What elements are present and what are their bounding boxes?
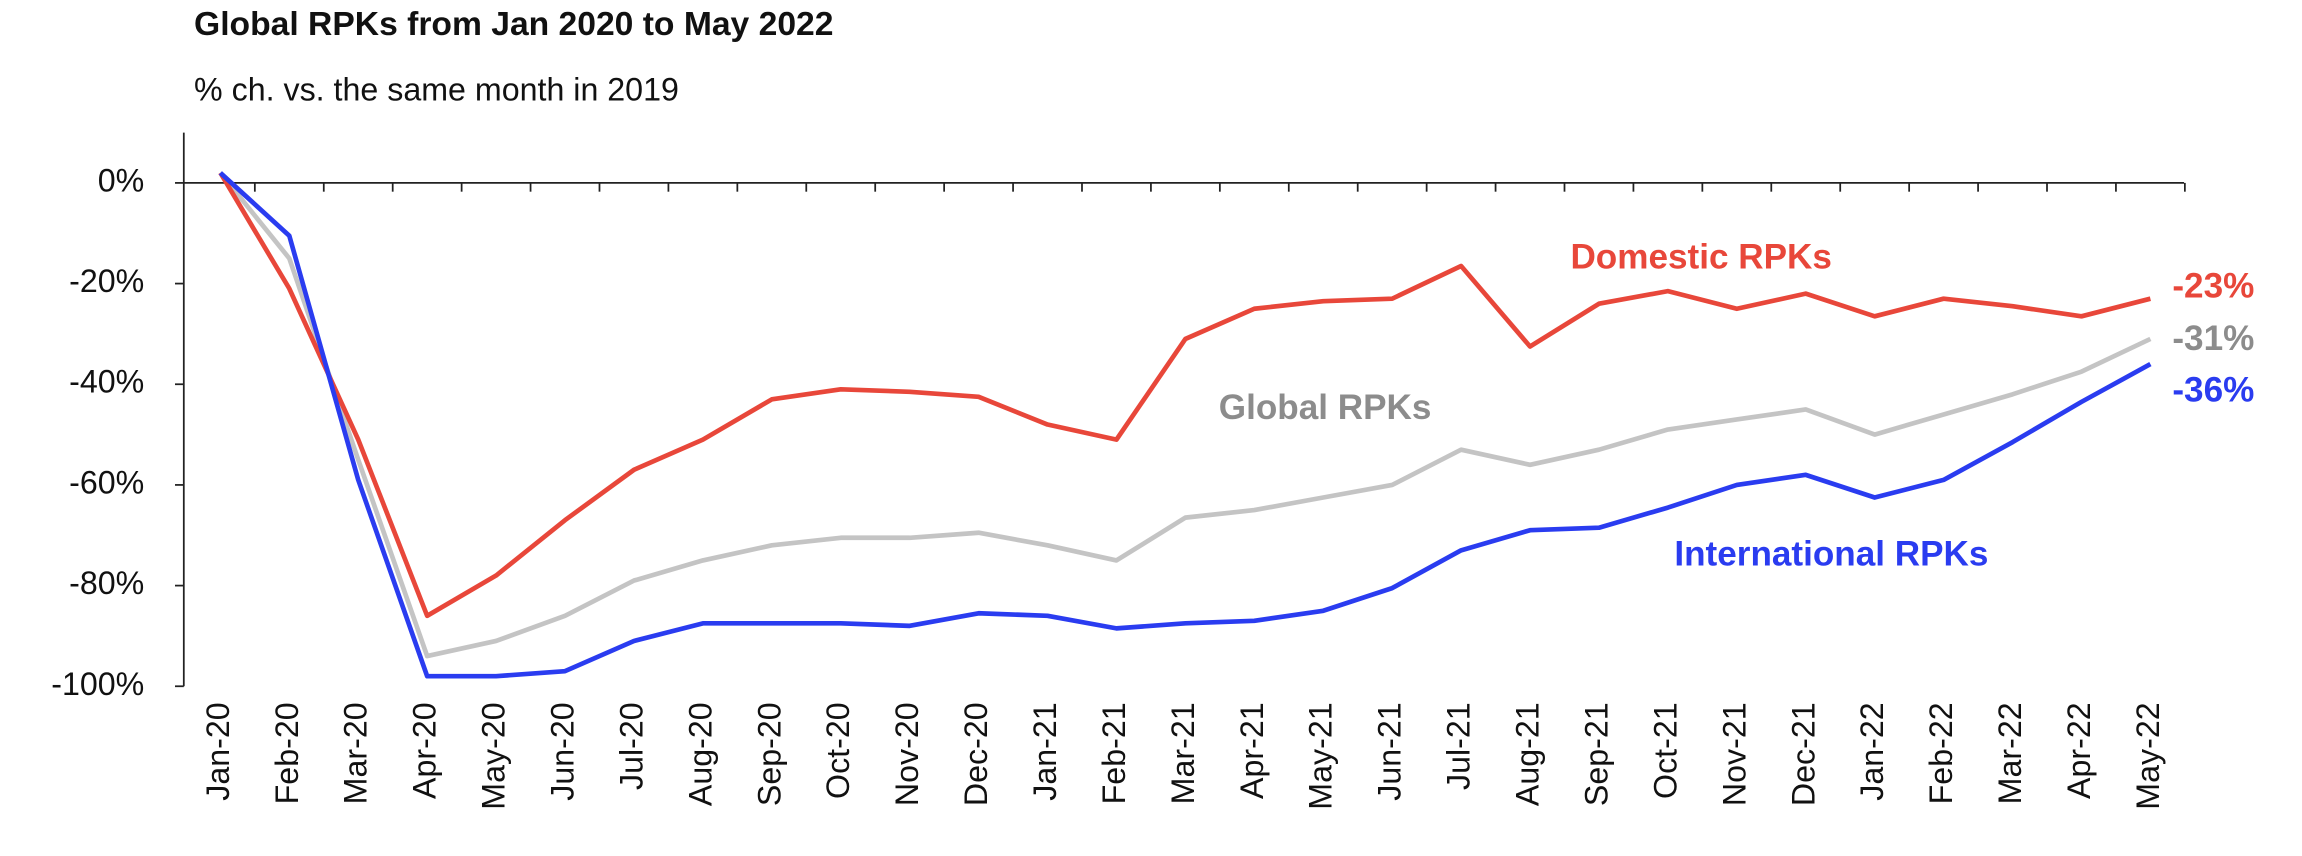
y-tick-label: 0% <box>98 162 145 198</box>
y-tick-label: -40% <box>69 364 144 400</box>
x-tick-label: Apr-22 <box>2061 702 2097 799</box>
x-tick-label: Dec-21 <box>1785 702 1821 806</box>
x-tick-label: Aug-20 <box>682 702 718 806</box>
y-tick-label: -60% <box>69 464 144 500</box>
x-tick-label: Sep-20 <box>751 702 787 806</box>
x-tick-label: Jan-22 <box>1854 702 1890 800</box>
series-label: International RPKs <box>1674 534 1988 573</box>
x-tick-label: Jun-21 <box>1372 702 1408 800</box>
x-tick-label: Feb-20 <box>269 702 305 804</box>
x-tick-label: Nov-21 <box>1716 702 1752 806</box>
series-line <box>218 171 2152 659</box>
x-tick-label: May-20 <box>476 702 512 809</box>
x-tick-label: Apr-20 <box>407 702 443 799</box>
x-tick-label: Sep-21 <box>1578 702 1614 806</box>
x-tick-label: Dec-20 <box>958 702 994 806</box>
x-tick-label: Apr-21 <box>1234 702 1270 799</box>
x-tick-label: Oct-20 <box>820 702 856 799</box>
series-line <box>218 171 2152 679</box>
x-tick-label: Oct-21 <box>1647 702 1683 799</box>
y-tick-label: -100% <box>51 666 144 702</box>
x-tick-label: Mar-21 <box>1165 702 1201 804</box>
end-value-label: -23% <box>2172 267 2254 306</box>
x-tick-label: Jul-21 <box>1441 702 1477 790</box>
x-tick-label: Mar-20 <box>338 702 374 804</box>
series-label: Domestic RPKs <box>1570 237 1831 276</box>
x-tick-label: Jul-20 <box>613 702 649 790</box>
x-tick-label: Aug-21 <box>1510 702 1546 806</box>
series-label: Global RPKs <box>1219 388 1432 427</box>
x-tick-label: Mar-22 <box>1992 702 2028 804</box>
y-tick-label: -80% <box>69 565 144 601</box>
x-tick-label: Feb-21 <box>1096 702 1132 804</box>
x-tick-label: May-21 <box>1303 702 1339 809</box>
x-tick-label: Jan-21 <box>1027 702 1063 800</box>
x-tick-label: Nov-20 <box>889 702 925 806</box>
x-tick-label: Feb-22 <box>1923 702 1959 804</box>
end-value-label: -36% <box>2172 370 2254 409</box>
end-value-label: -31% <box>2172 319 2254 358</box>
series-line <box>218 171 2151 619</box>
chart-title: Global RPKs from Jan 2020 to May 2022 <box>194 6 833 43</box>
x-tick-label: May-22 <box>2130 702 2166 809</box>
y-tick-label: -20% <box>69 263 144 299</box>
x-tick-label: Jan-20 <box>200 702 236 800</box>
chart-subtitle: % ch. vs. the same month in 2019 <box>194 72 679 108</box>
x-tick-label: Jun-20 <box>545 702 581 800</box>
